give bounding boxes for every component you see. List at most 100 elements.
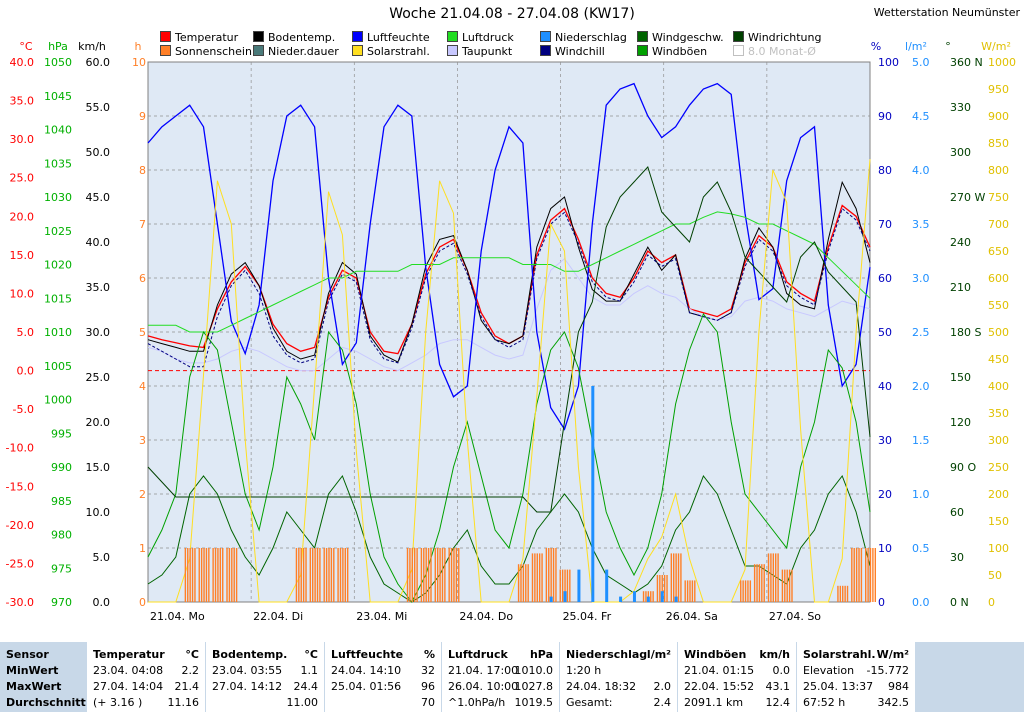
temp-tick-label: 5.0 — [17, 326, 35, 339]
stats-column-unit: km/h — [759, 648, 790, 661]
solar-tick-label: 550 — [988, 299, 1009, 312]
solar-tick-label: 700 — [988, 218, 1009, 231]
niederschlag-bar — [646, 596, 650, 602]
sonnenschein-bar — [784, 569, 786, 602]
pressure-tick-label: 1030 — [44, 191, 72, 204]
legend-item: Taupunkt — [447, 45, 512, 58]
pressure-tick-label: 985 — [51, 495, 72, 508]
sonnenschein-bar — [545, 548, 548, 602]
temp-tick-label: -5.0 — [13, 403, 34, 416]
legend-item: Nieder.dauer — [253, 45, 339, 58]
x-tick-label: 24.04. Do — [459, 610, 513, 623]
legend-label: Temperatur — [175, 31, 239, 44]
pressure-tick-label: 1045 — [44, 90, 72, 103]
sonnenschein-bar — [767, 553, 770, 602]
sonnenschein-bar — [344, 548, 346, 602]
hours-tick-label: 7 — [139, 218, 146, 231]
sonnenschein-bar — [328, 548, 330, 602]
sonnenschein-bar — [420, 548, 423, 602]
legend-swatch — [540, 31, 551, 42]
sonnenschein-bar — [295, 548, 298, 602]
wind-tick-label: 50.0 — [86, 146, 111, 159]
niederschlag-bar — [591, 386, 595, 602]
stats-sensor-header: Sensor — [6, 648, 49, 661]
sonnenschein-bar — [541, 553, 543, 602]
solar-tick-label: 800 — [988, 164, 1009, 177]
sonnenschein-bar — [536, 553, 538, 602]
legend-label: Windböen — [652, 45, 708, 58]
sonnenschein-bar — [194, 548, 196, 602]
stats-column: Niederschlag l/m² 1:20 h 24.04. 18:32 2.0 Ges… — [560, 642, 678, 712]
sonnenschein-bar — [455, 548, 458, 602]
sonnenschein-bar — [425, 548, 427, 602]
temp-tick-label: 0.0 — [17, 365, 35, 378]
sonnenschein-bar — [860, 548, 863, 602]
sonnenschein-bar — [411, 548, 414, 602]
sonnenschein-bar — [205, 548, 208, 602]
sonnenschein-bar — [423, 548, 425, 602]
solarstrahl--series — [148, 159, 871, 603]
sonnenschein-bar — [189, 548, 191, 602]
sonnenschein-bar — [302, 548, 305, 602]
hours-tick-label: 8 — [139, 164, 146, 177]
sonnenschein-bar — [559, 569, 561, 602]
sonnenschein-bar — [749, 580, 752, 602]
sonnenschein-bar — [436, 548, 439, 602]
pressure-tick-label: 1040 — [44, 124, 72, 137]
rain-tick-label: 0.0 — [912, 596, 930, 609]
legend-swatch — [447, 31, 458, 42]
humidity-tick-label: 20 — [878, 488, 892, 501]
stats-column-header: Luftdruck — [448, 648, 508, 661]
legend-swatch — [160, 31, 171, 42]
sonnenschein-bar — [837, 585, 839, 602]
sonnenschein-bar — [656, 575, 659, 602]
legend-swatch — [733, 31, 744, 42]
sonnenschein-bar — [323, 548, 325, 602]
sonnenschein-bar — [212, 548, 214, 602]
niederschlag-bar — [674, 596, 678, 602]
sonnenschein-bar — [453, 548, 455, 602]
direction-tick-label: 120 — [950, 416, 971, 429]
sonnenschein-bar — [441, 548, 444, 602]
sonnenschein-bar — [842, 585, 844, 602]
sonnenschein-bar — [527, 564, 529, 602]
sonnenschein-bar — [555, 548, 557, 602]
legend-item: Luftfeuchte — [352, 31, 430, 44]
sonnenschein-bar — [788, 569, 791, 602]
sonnenschein-bar — [680, 553, 682, 602]
sonnenschein-bar — [312, 548, 314, 602]
sonnenschein-bar — [691, 580, 694, 602]
pressure-tick-label: 980 — [51, 529, 72, 542]
wind-tick-label: 30.0 — [86, 326, 111, 339]
legend-item: Bodentemp. — [253, 31, 335, 44]
sonnenschein-bar — [855, 548, 858, 602]
humidity-tick-label: 10 — [878, 542, 892, 555]
sonnenschein-bar — [525, 564, 527, 602]
direction-tick-label: 0 N — [950, 596, 969, 609]
legend-swatch — [540, 45, 551, 56]
humidity-tick-label: 100 — [878, 56, 899, 69]
legend-label: Luftfeuchte — [367, 31, 430, 44]
humidity-tick-label: 60 — [878, 272, 892, 285]
wind-tick-label: 15.0 — [86, 461, 111, 474]
temp-tick-label: -30.0 — [6, 596, 34, 609]
sonnenschein-bar — [450, 548, 453, 602]
sonnenschein-bar — [203, 548, 205, 602]
sonnenschein-bar — [319, 548, 321, 602]
x-tick-label: 23.04. Mi — [356, 610, 407, 623]
legend-swatch — [160, 45, 171, 56]
pressure-tick-label: 1000 — [44, 394, 72, 407]
sonnenschein-bar — [337, 548, 339, 602]
pressure-tick-label: 1035 — [44, 157, 72, 170]
sonnenschein-bar — [520, 564, 522, 602]
sonnenschein-bar — [569, 569, 571, 602]
stats-column-header: Solarstrahl. — [803, 648, 876, 661]
sonnenschein-bar — [675, 553, 677, 602]
legend-label: Niederschlag — [555, 31, 627, 44]
temp-tick-label: 30.0 — [10, 133, 35, 146]
bodentemp--series — [147, 180, 871, 363]
solar-tick-label: 50 — [988, 569, 1002, 582]
solar-tick-label: 150 — [988, 515, 1009, 528]
humidity-tick-label: 0 — [878, 596, 885, 609]
stats-sensor-column: Sensor MinWert MaxWert Durchschnitt — [0, 642, 87, 712]
